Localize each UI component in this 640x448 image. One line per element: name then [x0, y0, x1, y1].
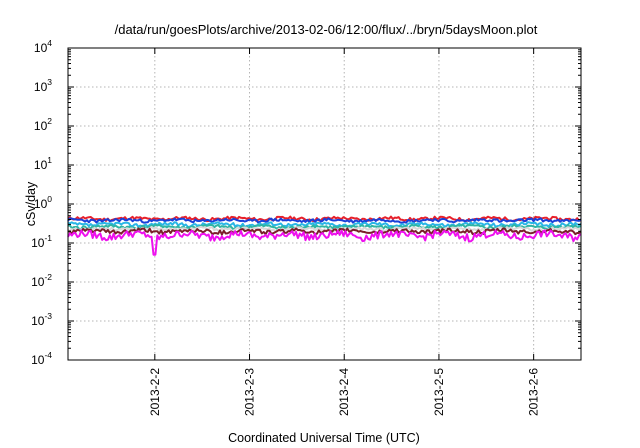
series-line	[67, 221, 582, 228]
y-tick-label: 100	[34, 194, 52, 211]
series-line	[67, 225, 582, 233]
series-line	[67, 223, 582, 231]
x-axis-label: Coordinated Universal Time (UTC)	[228, 431, 420, 445]
x-tick-label: 2013-2-2	[148, 368, 162, 416]
y-tick-label: 10-2	[31, 272, 52, 289]
y-tick-label: 104	[34, 38, 52, 55]
y-tick-label: 102	[34, 116, 52, 133]
y-tick-label: 101	[34, 155, 52, 172]
x-axis: 2013-2-2 2013-2-3 2013-2-4 2013-2-5 2013-2-6	[148, 48, 541, 416]
chart-title: /data/run/goesPlots/archive/2013-02-06/1…	[115, 22, 538, 37]
y-tick-label: 103	[34, 77, 52, 94]
x-tick-label: 2013-2-5	[432, 368, 446, 416]
x-tick-label: 2013-2-6	[527, 368, 541, 416]
y-axis: 10-4 10-3 10-2 10-1 100 101 102 103 104	[31, 38, 581, 367]
x-tick-label: 2013-2-4	[337, 368, 351, 416]
series-line	[67, 217, 582, 224]
y-tick-label: 10-3	[31, 311, 52, 328]
y-tick-label: 10-1	[31, 233, 52, 250]
series-group	[67, 215, 582, 256]
grid	[68, 48, 581, 360]
series-line	[67, 229, 582, 256]
y-tick-label: 10-4	[31, 350, 52, 367]
x-tick-label: 2013-2-3	[243, 368, 257, 416]
y-axis-label: cSv/day	[24, 181, 38, 226]
